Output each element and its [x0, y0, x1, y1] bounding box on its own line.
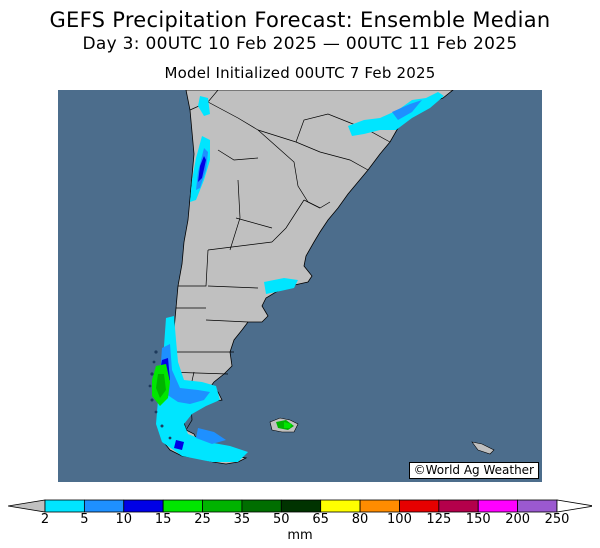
colorbar-tick-label: 15	[154, 512, 172, 527]
credit-label: ©World Ag Weather	[408, 462, 539, 479]
colorbar-tick-label: 2	[40, 512, 50, 527]
colorbar-tick-label: 25	[194, 512, 211, 527]
land-south-georgia	[471, 441, 495, 455]
colorbar-segment	[438, 499, 479, 513]
precip-patagonia-coast	[264, 278, 298, 294]
precipitation-map: ©World Ag Weather	[58, 90, 542, 482]
colorbar-segment	[162, 499, 203, 513]
colorbar-segment	[123, 499, 164, 513]
colorbar-over-arrow	[556, 499, 595, 513]
colorbar-segment	[241, 499, 282, 513]
colorbar-tick-label: 50	[273, 512, 290, 527]
colorbar-tick-label: 200	[505, 512, 531, 527]
colorbar-under-arrow	[7, 499, 46, 513]
colorbar-tick-label: 250	[544, 512, 570, 527]
colorbar-tick-label: 35	[233, 512, 251, 527]
borders	[165, 90, 391, 431]
colorbar-tick-label: 65	[312, 512, 329, 527]
colorbar-tick-label: 150	[465, 512, 491, 527]
colorbar-segment	[399, 499, 440, 513]
map-title: GEFS Precipitation Forecast: Ensemble Me…	[49, 8, 551, 32]
colorbar-unit: mm	[287, 528, 313, 543]
colorbar-segment	[280, 499, 322, 513]
precip-far-north	[198, 96, 210, 116]
precip-southern-andes	[156, 316, 248, 462]
precip-shading	[152, 92, 444, 462]
colorbar-tick-label: 80	[351, 512, 369, 527]
map-subtitle: Day 3: 00UTC 10 Feb 2025 — 00UTC 11 Feb …	[82, 34, 518, 54]
precip-colorbar	[7, 496, 595, 516]
colorbar-segment	[359, 499, 400, 513]
colorbar-segment	[202, 499, 243, 513]
colorbar-tick-label: 125	[426, 512, 452, 527]
colorbar-segment	[320, 499, 361, 513]
colorbar-segment	[83, 499, 125, 513]
colorbar-tick-label: 100	[387, 512, 412, 527]
fjord-islands	[148, 350, 172, 440]
colorbar-segment	[44, 499, 85, 513]
colorbar-tick-label: 5	[80, 512, 89, 527]
model-init-label: Model Initialized 00UTC 7 Feb 2025	[164, 64, 436, 82]
colorbar-segment	[517, 499, 558, 513]
colorbar-segment	[477, 499, 519, 513]
colorbar-tick-label: 10	[115, 512, 133, 527]
